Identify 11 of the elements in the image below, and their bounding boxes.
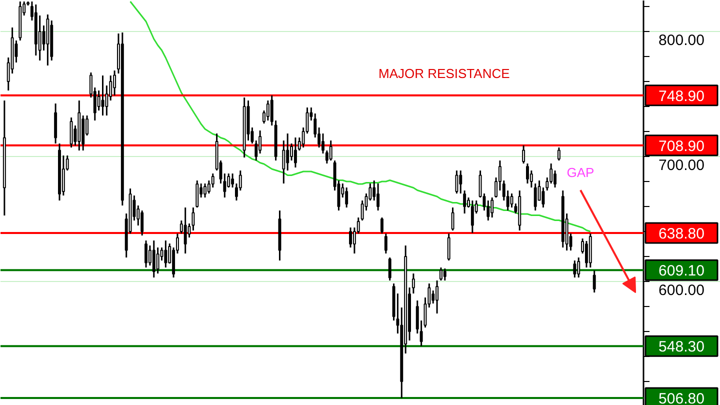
ref-line-label: 748.90 (658, 88, 704, 105)
annotation: MAJOR RESISTANCE (378, 66, 510, 81)
ref-line-label: 548.30 (658, 338, 704, 356)
y-tick-label: 600.00 (658, 282, 704, 299)
annotation: GAP (566, 165, 594, 180)
ref-line-label: 506.80 (658, 390, 704, 405)
ref-line-label: 708.90 (658, 138, 704, 155)
y-tick-label: 800.00 (658, 32, 704, 49)
ref-line-label: 638.80 (658, 226, 704, 242)
ref-line-label: 609.10 (658, 262, 704, 280)
y-tick-label: 700.00 (658, 157, 704, 174)
